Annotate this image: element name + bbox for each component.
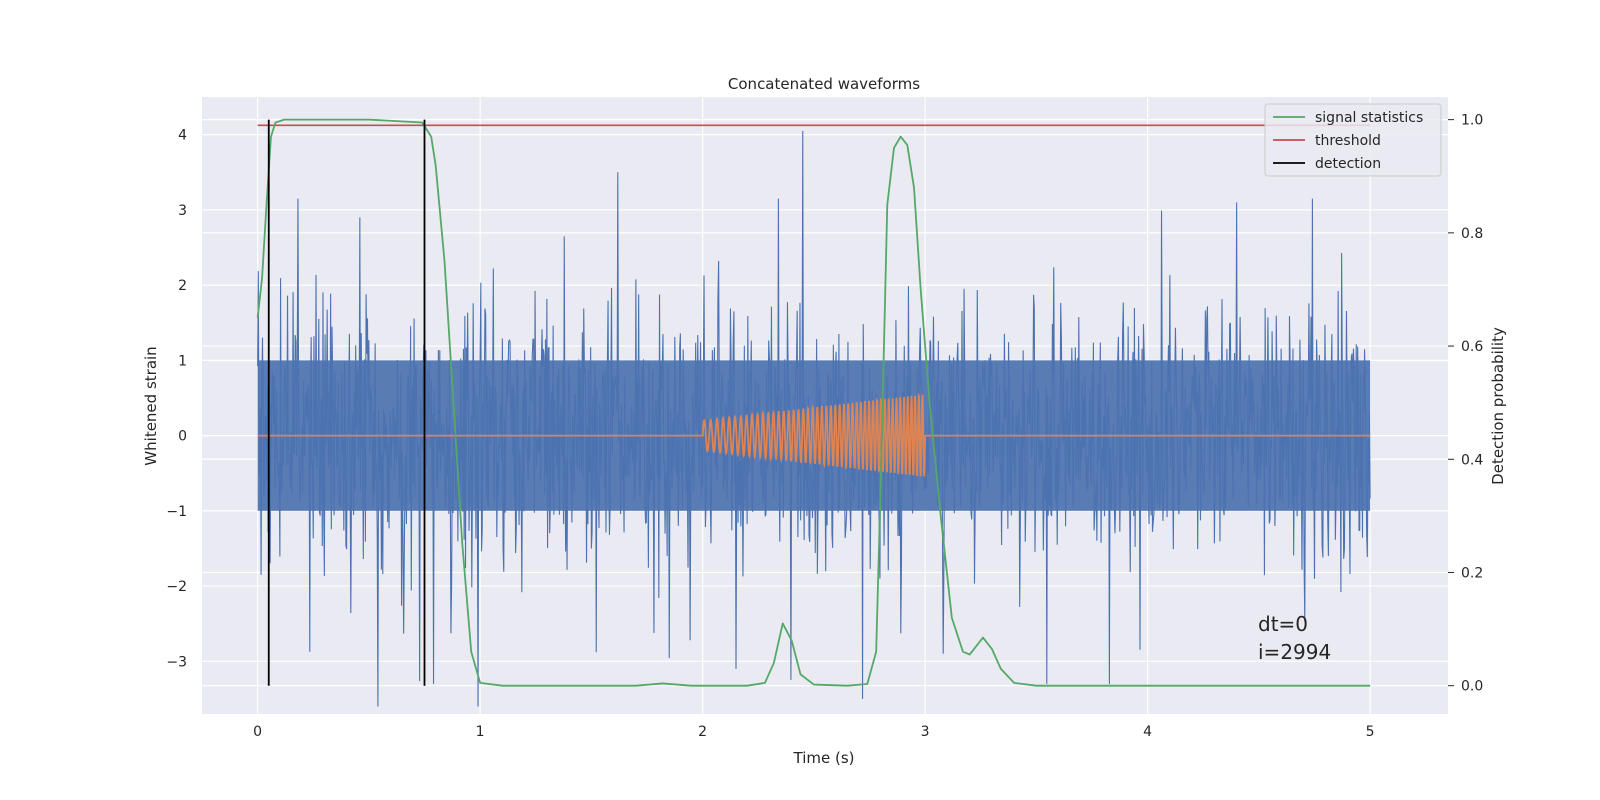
annotation-dt: dt=0 bbox=[1258, 612, 1308, 636]
y-tick-label: 4 bbox=[178, 128, 187, 144]
waveform-series bbox=[257, 392, 1371, 477]
y-tick-label: −1 bbox=[166, 504, 187, 520]
y-right-tick-label: 0.2 bbox=[1461, 565, 1483, 581]
legend-box bbox=[1264, 103, 1442, 177]
y-right-tick-label: 0.6 bbox=[1461, 339, 1483, 355]
y-tick-label: −2 bbox=[166, 579, 187, 595]
x-axis-label: Time (s) bbox=[793, 749, 855, 767]
x-tick-label: 0 bbox=[253, 724, 262, 740]
y-right-tick-label: 0.0 bbox=[1461, 679, 1483, 695]
x-tick-label: 2 bbox=[698, 724, 707, 740]
x-tick-label: 4 bbox=[1143, 724, 1152, 740]
chart-title: Concatenated waveforms bbox=[728, 75, 920, 93]
y-right-tick-label: 0.8 bbox=[1461, 226, 1483, 242]
legend-label-detection: detection bbox=[1315, 156, 1381, 172]
annotation-index: i=2994 bbox=[1258, 640, 1331, 664]
legend: signal statistics threshold detection bbox=[1264, 103, 1442, 177]
signal-statistics-series bbox=[256, 118, 1371, 687]
series-layer bbox=[256, 118, 1371, 707]
y-right-tick-label: 1.0 bbox=[1461, 113, 1483, 129]
y-tick-label: 2 bbox=[178, 278, 187, 294]
x-tick-label: 1 bbox=[476, 724, 485, 740]
legend-label-signal-statistics: signal statistics bbox=[1315, 110, 1423, 126]
y-axis-label: Whitened strain bbox=[142, 346, 160, 465]
y-tick-label: 0 bbox=[178, 429, 187, 445]
y-tick-label: 1 bbox=[178, 353, 187, 369]
y-tick-label: −3 bbox=[166, 654, 187, 670]
tick-labels: 0 1 2 3 4 5 −3 −2 −1 0 1 2 3 4 0.0 0.2 0.4 0.6 0.8 1.0 bbox=[166, 113, 1483, 740]
legend-label-threshold: threshold bbox=[1315, 133, 1381, 149]
y-right-tick-label: 0.4 bbox=[1461, 452, 1483, 468]
x-tick-label: 5 bbox=[1366, 724, 1375, 740]
x-tick-label: 3 bbox=[921, 724, 930, 740]
y-axis-right-label: Detection probability bbox=[1489, 327, 1507, 485]
y-tick-label: 3 bbox=[178, 203, 187, 219]
